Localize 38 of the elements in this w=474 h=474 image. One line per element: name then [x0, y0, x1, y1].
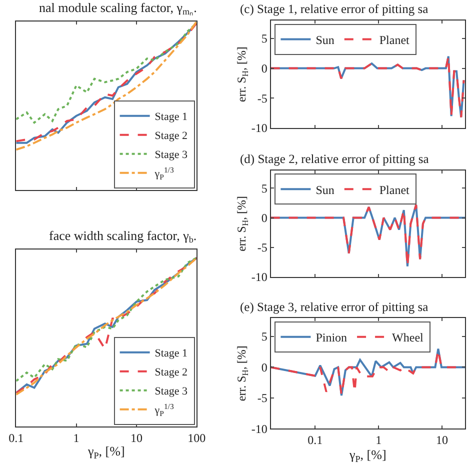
x-axis-title: γ$_{P}$, [%]: [86, 444, 125, 460]
y-tick-label: 5: [261, 330, 268, 344]
legend-label: Stage 2: [154, 130, 188, 142]
legend-label: Stage 2: [154, 366, 188, 379]
y-tick-label: 0: [261, 61, 268, 76]
chart-title: face width scaling factor, γ$_{b}$.: [49, 228, 197, 245]
x-tick-label: 10: [130, 431, 142, 446]
y-tick-label: 5: [261, 32, 268, 46]
legend-label: Sun: [316, 32, 334, 47]
legend-label: Wheel: [392, 330, 424, 345]
x-tick-label: 1: [376, 433, 382, 448]
chart-title: (d) Stage 2, relative error of pitting sa: [240, 152, 430, 166]
x-tick-label: 100: [188, 431, 206, 446]
chart-title: nal module scaling factor, γ$_{mₙ}$.: [39, 0, 197, 17]
y-tick-label: 0: [261, 210, 268, 225]
y-tick-label: -10: [251, 121, 268, 136]
x-tick-label: 0.1: [308, 433, 323, 448]
legend-label: Stage 3: [154, 149, 188, 162]
chart-title: (e) Stage 3, relative error of pitting sa: [240, 300, 429, 314]
x-tick-label: 0.1: [8, 431, 24, 446]
y-tick-label: 5: [261, 181, 268, 196]
legend-label: Planet: [379, 32, 410, 47]
y-tick-label: -10: [251, 270, 268, 284]
legend-label: Stage 3: [154, 386, 188, 398]
y-tick-label: -5: [257, 91, 268, 106]
y-tick-label: -10: [251, 422, 268, 436]
legend-label: Sun: [316, 182, 334, 197]
legend-label: Stage 1: [154, 111, 188, 124]
y-tick-label: -5: [257, 391, 268, 406]
chart-title: (c) Stage 1, relative error of pitting sa: [240, 2, 429, 16]
legend-label: Pinion: [316, 330, 348, 345]
x-tick-label: 1: [73, 431, 80, 446]
x-tick-label: 10: [436, 433, 448, 448]
legend-label: Planet: [379, 182, 410, 197]
x-axis-title: γ$_{P}$, [%]: [348, 447, 386, 464]
legend-label: Stage 1: [154, 348, 188, 360]
y-tick-label: 0: [261, 360, 268, 374]
y-tick-label: -5: [257, 240, 268, 255]
